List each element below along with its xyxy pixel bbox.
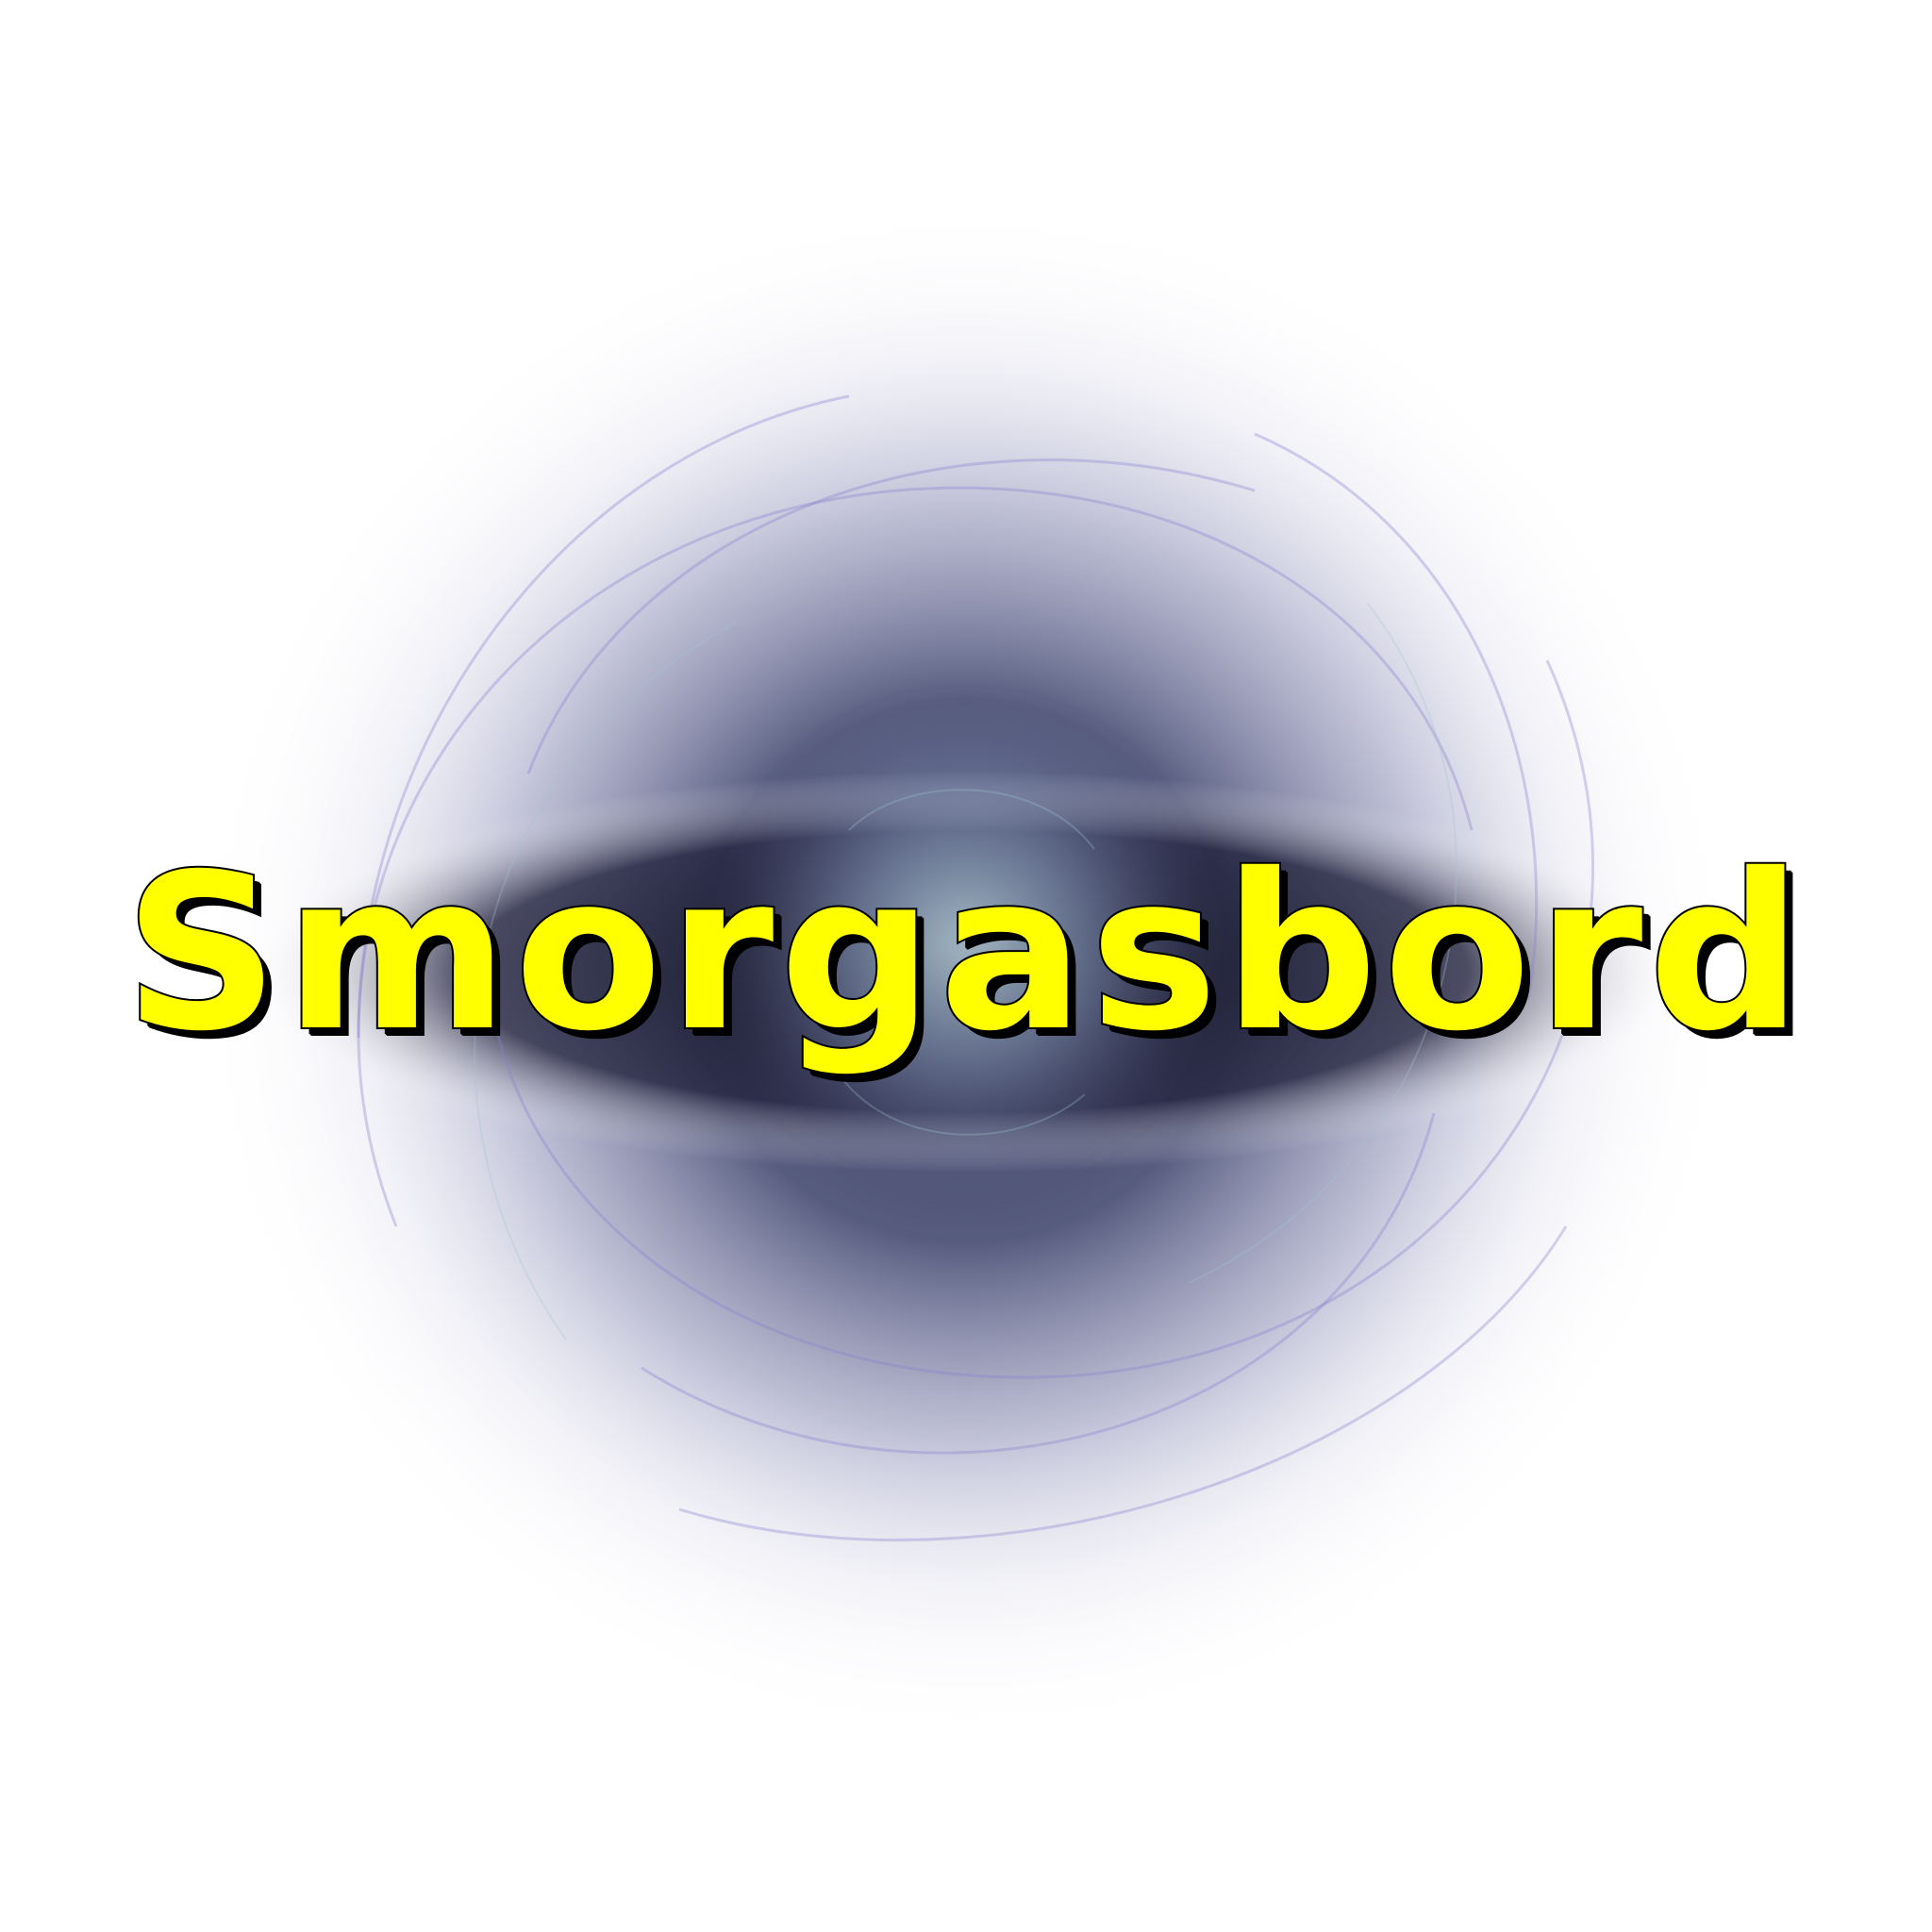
inner-highlight xyxy=(689,679,1255,1226)
title-text: Smorgasbord xyxy=(122,827,1808,1078)
swirl-lines xyxy=(357,394,1594,1541)
